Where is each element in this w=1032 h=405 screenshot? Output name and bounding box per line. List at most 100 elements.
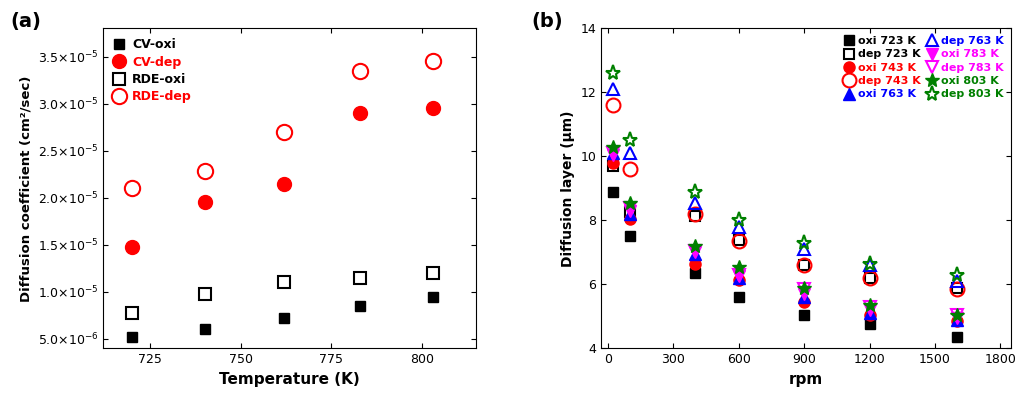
dep 723 K — [798, 263, 810, 268]
Line: oxi 743 K: oxi 743 K — [608, 157, 963, 327]
oxi 743 K — [607, 160, 619, 165]
dep 723 K — [733, 237, 745, 242]
oxi 723 K — [607, 189, 619, 194]
Text: (b): (b) — [531, 12, 563, 31]
oxi 763 K — [864, 311, 876, 315]
dep 783 K — [798, 287, 810, 292]
Line: RDE-oxi: RDE-oxi — [127, 267, 439, 318]
oxi 763 K — [689, 252, 702, 256]
oxi 763 K — [607, 151, 619, 156]
oxi 783 K — [798, 292, 810, 296]
dep 723 K — [689, 213, 702, 218]
oxi 763 K — [798, 295, 810, 300]
oxi 803 K — [950, 312, 963, 317]
CV-dep — [126, 244, 138, 249]
dep 783 K — [623, 205, 636, 210]
X-axis label: Temperature (K): Temperature (K) — [219, 372, 360, 387]
oxi 763 K — [950, 317, 963, 322]
CV-oxi — [354, 303, 366, 308]
RDE-oxi — [354, 275, 366, 280]
Y-axis label: Diffusion coefficient (cm²/sec): Diffusion coefficient (cm²/sec) — [19, 75, 32, 301]
oxi 743 K — [623, 216, 636, 221]
Legend: CV-oxi, CV-dep, RDE-oxi, RDE-dep: CV-oxi, CV-dep, RDE-oxi, RDE-dep — [109, 34, 195, 107]
oxi 783 K — [689, 250, 702, 255]
dep 723 K — [623, 210, 636, 215]
oxi 783 K — [607, 152, 619, 157]
Line: dep 803 K: dep 803 K — [606, 66, 965, 282]
dep 723 K — [950, 285, 963, 290]
dep 803 K — [689, 189, 702, 194]
X-axis label: rpm: rpm — [789, 372, 824, 387]
dep 763 K — [798, 247, 810, 252]
oxi 723 K — [689, 271, 702, 275]
RDE-oxi — [198, 291, 211, 296]
dep 723 K — [607, 164, 619, 168]
dep 743 K — [950, 287, 963, 292]
CV-oxi — [426, 294, 439, 299]
Y-axis label: Diffusion layer (μm): Diffusion layer (μm) — [561, 110, 575, 266]
Line: dep 763 K: dep 763 K — [607, 83, 963, 288]
oxi 723 K — [864, 322, 876, 327]
oxi 783 K — [623, 208, 636, 213]
CV-oxi — [278, 316, 290, 321]
dep 803 K — [798, 240, 810, 245]
RDE-oxi — [278, 280, 290, 285]
oxi 743 K — [689, 261, 702, 266]
dep 763 K — [623, 151, 636, 156]
Legend: oxi 723 K, dep 723 K, oxi 743 K, dep 743 K, oxi 763 K, dep 763 K, oxi 783 K, dep: oxi 723 K, dep 723 K, oxi 743 K, dep 743… — [841, 34, 1006, 102]
oxi 803 K — [689, 243, 702, 248]
dep 783 K — [950, 312, 963, 317]
dep 783 K — [733, 272, 745, 277]
dep 803 K — [950, 272, 963, 277]
dep 783 K — [607, 151, 619, 156]
dep 763 K — [689, 200, 702, 205]
oxi 743 K — [864, 312, 876, 317]
RDE-dep — [278, 130, 290, 134]
oxi 803 K — [798, 285, 810, 290]
oxi 723 K — [798, 312, 810, 317]
Line: oxi 763 K: oxi 763 K — [608, 147, 963, 325]
oxi 803 K — [623, 200, 636, 205]
oxi 723 K — [623, 234, 636, 239]
dep 763 K — [864, 263, 876, 268]
CV-dep — [354, 111, 366, 115]
dep 803 K — [607, 71, 619, 76]
RDE-dep — [198, 169, 211, 174]
Line: CV-oxi: CV-oxi — [127, 292, 438, 342]
oxi 743 K — [950, 319, 963, 324]
Line: RDE-dep: RDE-dep — [125, 53, 441, 196]
Text: (a): (a) — [10, 12, 41, 31]
RDE-dep — [126, 186, 138, 191]
dep 743 K — [864, 275, 876, 280]
oxi 763 K — [623, 211, 636, 216]
oxi 783 K — [864, 307, 876, 312]
CV-dep — [198, 200, 211, 205]
dep 783 K — [864, 304, 876, 309]
dep 763 K — [950, 279, 963, 284]
RDE-dep — [354, 68, 366, 73]
dep 803 K — [864, 261, 876, 266]
oxi 743 K — [798, 299, 810, 304]
RDE-oxi — [426, 271, 439, 275]
oxi 803 K — [607, 144, 619, 149]
oxi 763 K — [733, 275, 745, 280]
oxi 803 K — [733, 264, 745, 269]
dep 803 K — [733, 218, 745, 223]
CV-dep — [426, 106, 439, 111]
CV-dep — [278, 181, 290, 186]
Line: CV-dep: CV-dep — [125, 101, 440, 254]
oxi 723 K — [950, 335, 963, 339]
Line: oxi 723 K: oxi 723 K — [609, 187, 962, 342]
Line: dep 783 K: dep 783 K — [607, 147, 963, 321]
dep 803 K — [623, 138, 636, 143]
CV-oxi — [198, 327, 211, 332]
dep 743 K — [689, 211, 702, 216]
dep 763 K — [733, 224, 745, 229]
dep 743 K — [607, 103, 619, 108]
oxi 803 K — [864, 303, 876, 307]
dep 743 K — [623, 167, 636, 172]
oxi 783 K — [950, 315, 963, 320]
Line: dep 723 K: dep 723 K — [609, 161, 962, 292]
dep 783 K — [689, 248, 702, 253]
dep 763 K — [607, 87, 619, 92]
